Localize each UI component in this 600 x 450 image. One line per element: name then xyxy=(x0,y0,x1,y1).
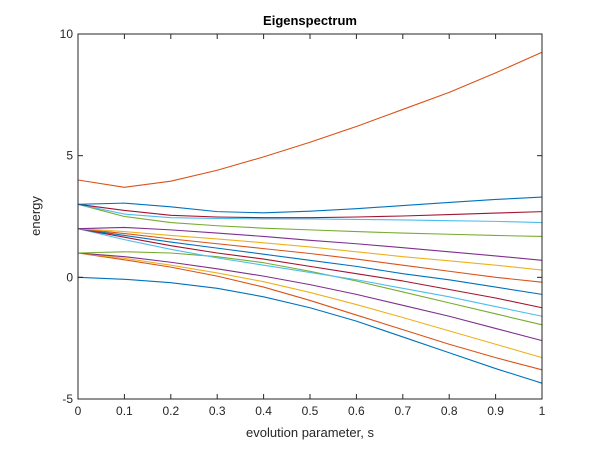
x-tick-label: 0.4 xyxy=(255,404,272,418)
y-tick-label: -5 xyxy=(62,392,73,406)
series-layer xyxy=(77,51,543,384)
x-axis-label: evolution parameter, s xyxy=(246,425,374,440)
series-line-3 xyxy=(77,252,543,359)
x-tick-label: 0.5 xyxy=(302,404,319,418)
plot-area xyxy=(78,34,542,399)
x-tick-label: 1 xyxy=(539,404,546,418)
x-tick-label: 0.8 xyxy=(441,404,458,418)
x-tick-label: 0.6 xyxy=(348,404,365,418)
series-line-4 xyxy=(77,252,543,342)
series-line-12 xyxy=(77,203,543,237)
x-tick-label: 0.2 xyxy=(162,404,179,418)
y-tick-label: 5 xyxy=(66,149,73,163)
series-line-10 xyxy=(77,228,543,271)
y-tick-label: 0 xyxy=(66,270,73,284)
x-tick-label: 0.7 xyxy=(394,404,411,418)
y-axis-label: energy xyxy=(28,196,43,236)
x-tick-label: 0 xyxy=(75,404,82,418)
series-line-5 xyxy=(77,251,543,326)
axes-box xyxy=(77,33,543,400)
x-tick-label: 0.1 xyxy=(116,404,133,418)
series-line-1 xyxy=(77,276,543,384)
x-tick-label: 0.3 xyxy=(209,404,226,418)
series-line-15 xyxy=(77,196,543,214)
series-line-14 xyxy=(77,203,543,219)
series-line-6 xyxy=(77,228,543,317)
series-line-16 xyxy=(77,51,543,188)
series-line-8 xyxy=(77,228,543,295)
series-line-2 xyxy=(77,252,543,371)
y-tick-label: 10 xyxy=(60,27,74,41)
series-line-13 xyxy=(77,203,543,224)
series-line-9 xyxy=(77,228,543,283)
series-line-7 xyxy=(77,228,543,309)
chart-title: Eigenspectrum xyxy=(263,13,357,28)
series-line-11 xyxy=(77,226,543,261)
x-tick-label: 0.9 xyxy=(487,404,504,418)
